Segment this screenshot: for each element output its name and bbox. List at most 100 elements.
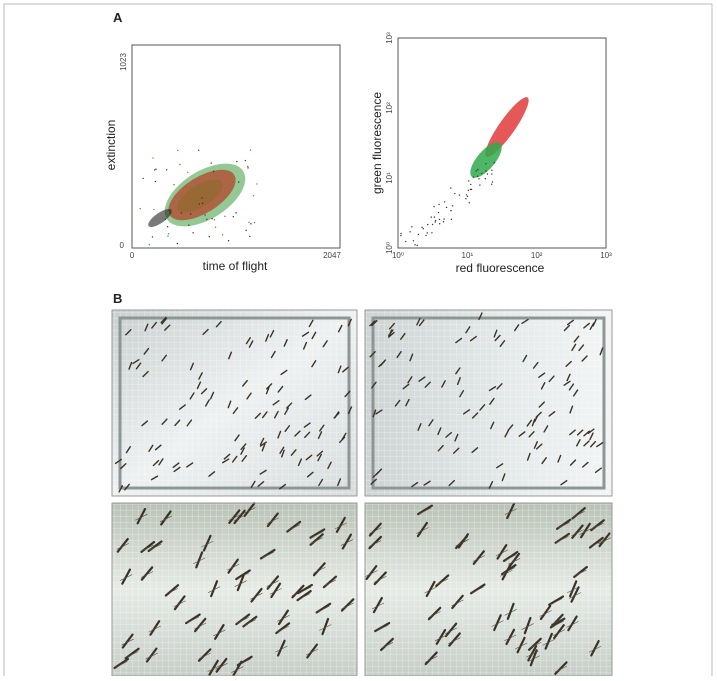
mosquito-leg bbox=[472, 555, 485, 562]
mosquito bbox=[158, 458, 164, 466]
mosquito bbox=[592, 318, 597, 327]
mosquito bbox=[539, 604, 552, 621]
mosquito bbox=[234, 434, 240, 442]
mosquito bbox=[528, 431, 535, 438]
mosquito-leg bbox=[148, 543, 162, 551]
scatter-dot bbox=[154, 180, 157, 183]
mosquito bbox=[209, 391, 215, 400]
scatter-dot bbox=[214, 226, 217, 228]
scatter-dot bbox=[166, 169, 168, 171]
mosquito bbox=[186, 462, 194, 468]
mosquito bbox=[388, 322, 395, 330]
mosquito bbox=[344, 390, 351, 398]
x-axis-label: time of flight bbox=[203, 259, 268, 273]
mosquito bbox=[441, 380, 446, 388]
mosquito bbox=[569, 429, 576, 436]
scatter-dot bbox=[470, 188, 473, 191]
red-cloud bbox=[485, 97, 529, 157]
mosquito bbox=[315, 602, 332, 614]
mosquito-leg bbox=[451, 599, 464, 607]
scatter-dot bbox=[409, 231, 411, 233]
mosquito bbox=[540, 382, 546, 390]
mosquito bbox=[465, 326, 471, 334]
scatter-dot bbox=[491, 169, 493, 172]
mosquito bbox=[257, 481, 265, 487]
mosquito-leg bbox=[551, 620, 564, 628]
mosquito bbox=[279, 446, 285, 454]
mosquito bbox=[527, 645, 538, 662]
mosquito bbox=[533, 414, 539, 423]
mosquito bbox=[132, 359, 140, 365]
mosquito bbox=[304, 394, 312, 401]
mosquito bbox=[459, 389, 465, 398]
mosquito bbox=[215, 657, 228, 673]
scatter-dot bbox=[400, 234, 402, 237]
mosquito bbox=[402, 383, 410, 390]
scatter-dot bbox=[438, 203, 440, 206]
scatter-dot bbox=[247, 167, 249, 169]
mosquito bbox=[173, 466, 181, 473]
scatter-dot bbox=[484, 177, 487, 180]
mosquito bbox=[265, 386, 270, 395]
scatter-dot bbox=[485, 163, 487, 165]
plot-frame bbox=[131, 44, 341, 249]
mosquito bbox=[518, 431, 526, 437]
mixed-cloud bbox=[177, 179, 223, 213]
mosquito bbox=[178, 404, 186, 410]
mosquito bbox=[254, 412, 262, 419]
mosquito bbox=[548, 595, 565, 606]
mosquito bbox=[528, 637, 542, 651]
scatter-dot bbox=[167, 233, 170, 235]
mosquito bbox=[566, 373, 571, 382]
mosquito-leg bbox=[243, 507, 256, 514]
scatter-dot bbox=[153, 208, 155, 211]
cage-frame bbox=[371, 316, 606, 490]
mosquito bbox=[236, 574, 245, 592]
mosquito bbox=[273, 410, 279, 419]
mosquito bbox=[493, 329, 498, 338]
mosquito-leg bbox=[173, 600, 186, 608]
mosquito bbox=[118, 485, 124, 493]
mosquito-leg bbox=[376, 624, 389, 632]
mosquito-leg bbox=[121, 638, 134, 646]
scatter-dot bbox=[153, 169, 156, 171]
mosquito bbox=[125, 446, 131, 454]
mosquito-leg bbox=[319, 624, 332, 631]
mosquito-leg bbox=[250, 592, 263, 600]
scatter-dot bbox=[237, 181, 240, 183]
mosquito bbox=[444, 622, 458, 638]
photo-border bbox=[111, 309, 358, 497]
mosquito-leg bbox=[588, 645, 602, 653]
scatter-dot bbox=[468, 180, 470, 182]
mosquito bbox=[471, 447, 479, 454]
mosquito bbox=[521, 318, 529, 325]
mosquito bbox=[371, 319, 378, 327]
panel-label: A bbox=[113, 10, 123, 25]
mosquito bbox=[149, 620, 161, 636]
scatter-dot bbox=[179, 163, 181, 166]
mosquito bbox=[501, 473, 506, 482]
scatter-dot bbox=[465, 194, 468, 196]
mosquito bbox=[308, 319, 314, 328]
mosquito-leg bbox=[591, 522, 604, 530]
scatter-dot bbox=[430, 216, 432, 218]
mosquito bbox=[572, 389, 579, 397]
mosquito bbox=[578, 344, 585, 352]
mosquito-leg bbox=[552, 629, 566, 636]
scatter-dot bbox=[169, 205, 171, 207]
mosquito bbox=[316, 450, 324, 457]
mosquito bbox=[259, 469, 267, 475]
scatter-dot bbox=[213, 219, 216, 221]
mosquito-leg bbox=[572, 511, 585, 518]
mosquito-leg bbox=[116, 543, 129, 550]
mosquito bbox=[535, 443, 543, 450]
scatter-dot bbox=[166, 226, 169, 228]
mosquito bbox=[143, 347, 150, 355]
mosquito-leg bbox=[198, 652, 211, 660]
scatter-dot bbox=[235, 212, 237, 214]
mosquito bbox=[259, 437, 265, 446]
mosquito bbox=[142, 370, 149, 378]
mosquito bbox=[368, 535, 382, 550]
mosquito bbox=[214, 624, 225, 640]
